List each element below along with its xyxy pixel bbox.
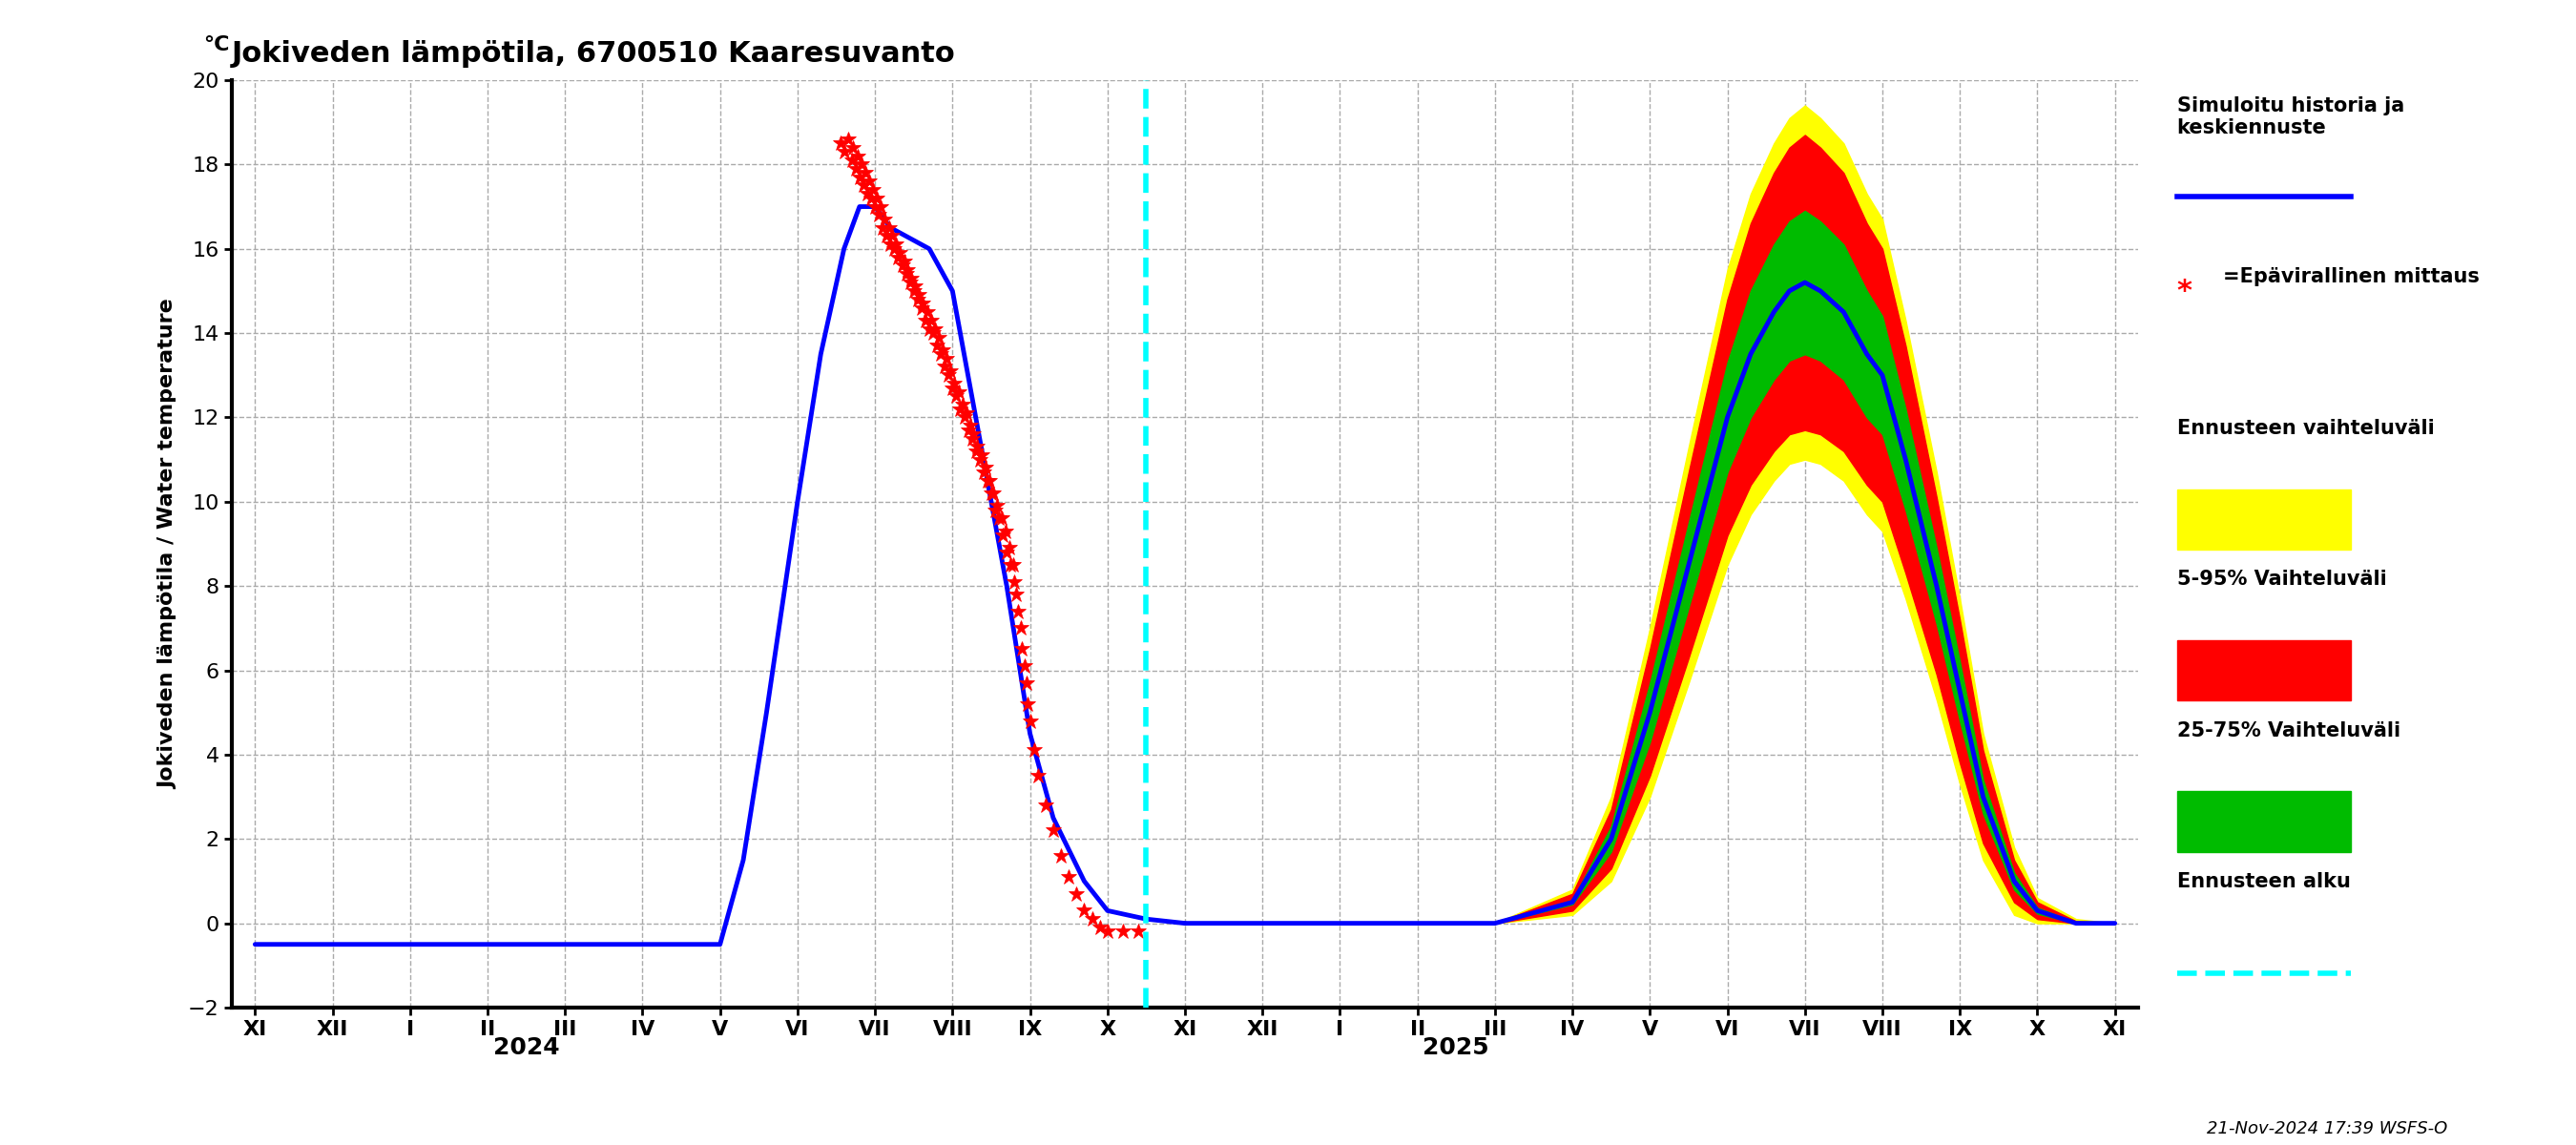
Bar: [2177, 791, 2349, 852]
Text: Simuloitu historia ja
keskiennuste: Simuloitu historia ja keskiennuste: [2177, 96, 2403, 137]
Text: =Epävirallinen mittaus: =Epävirallinen mittaus: [2223, 268, 2481, 286]
Bar: [2177, 489, 2349, 550]
Y-axis label: Jokiveden lämpötila / Water temperature: Jokiveden lämpötila / Water temperature: [157, 299, 178, 789]
Text: °C: °C: [204, 35, 229, 55]
Text: Jokiveden lämpötila, 6700510 Kaaresuvanto: Jokiveden lämpötila, 6700510 Kaaresuvant…: [232, 40, 956, 68]
Bar: [2177, 640, 2349, 701]
Text: *: *: [2177, 277, 2192, 306]
Text: 2025: 2025: [1422, 1036, 1489, 1059]
Text: 5-95% Vaihteluväli: 5-95% Vaihteluväli: [2177, 570, 2385, 589]
Text: 25-75% Vaihteluväli: 25-75% Vaihteluväli: [2177, 721, 2401, 740]
Text: Ennusteen vaihteluväli: Ennusteen vaihteluväli: [2177, 419, 2434, 437]
Text: Ennusteen alku: Ennusteen alku: [2177, 872, 2349, 891]
Text: 2024: 2024: [492, 1036, 559, 1059]
Text: 21-Nov-2024 17:39 WSFS-O: 21-Nov-2024 17:39 WSFS-O: [2208, 1120, 2447, 1137]
